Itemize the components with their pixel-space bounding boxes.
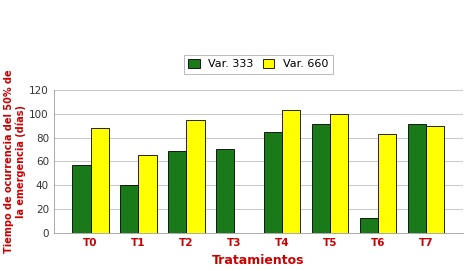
- Bar: [139, 156, 157, 233]
- Bar: [408, 124, 426, 233]
- Bar: [312, 124, 330, 233]
- Bar: [330, 114, 348, 233]
- Bar: [360, 218, 378, 233]
- Legend: Var. 333, Var. 660: Var. 333, Var. 660: [184, 55, 333, 74]
- Bar: [120, 185, 139, 233]
- Bar: [186, 120, 205, 233]
- Bar: [426, 125, 444, 233]
- Bar: [264, 131, 282, 233]
- Bar: [168, 151, 186, 233]
- Y-axis label: Tiempo de ocurrencia del 50% de
la emergencia (días): Tiempo de ocurrencia del 50% de la emerg…: [4, 70, 26, 253]
- Bar: [282, 110, 300, 233]
- Bar: [378, 134, 396, 233]
- Bar: [72, 165, 91, 233]
- X-axis label: Tratamientos: Tratamientos: [212, 254, 304, 267]
- Bar: [91, 128, 109, 233]
- Bar: [216, 150, 234, 233]
